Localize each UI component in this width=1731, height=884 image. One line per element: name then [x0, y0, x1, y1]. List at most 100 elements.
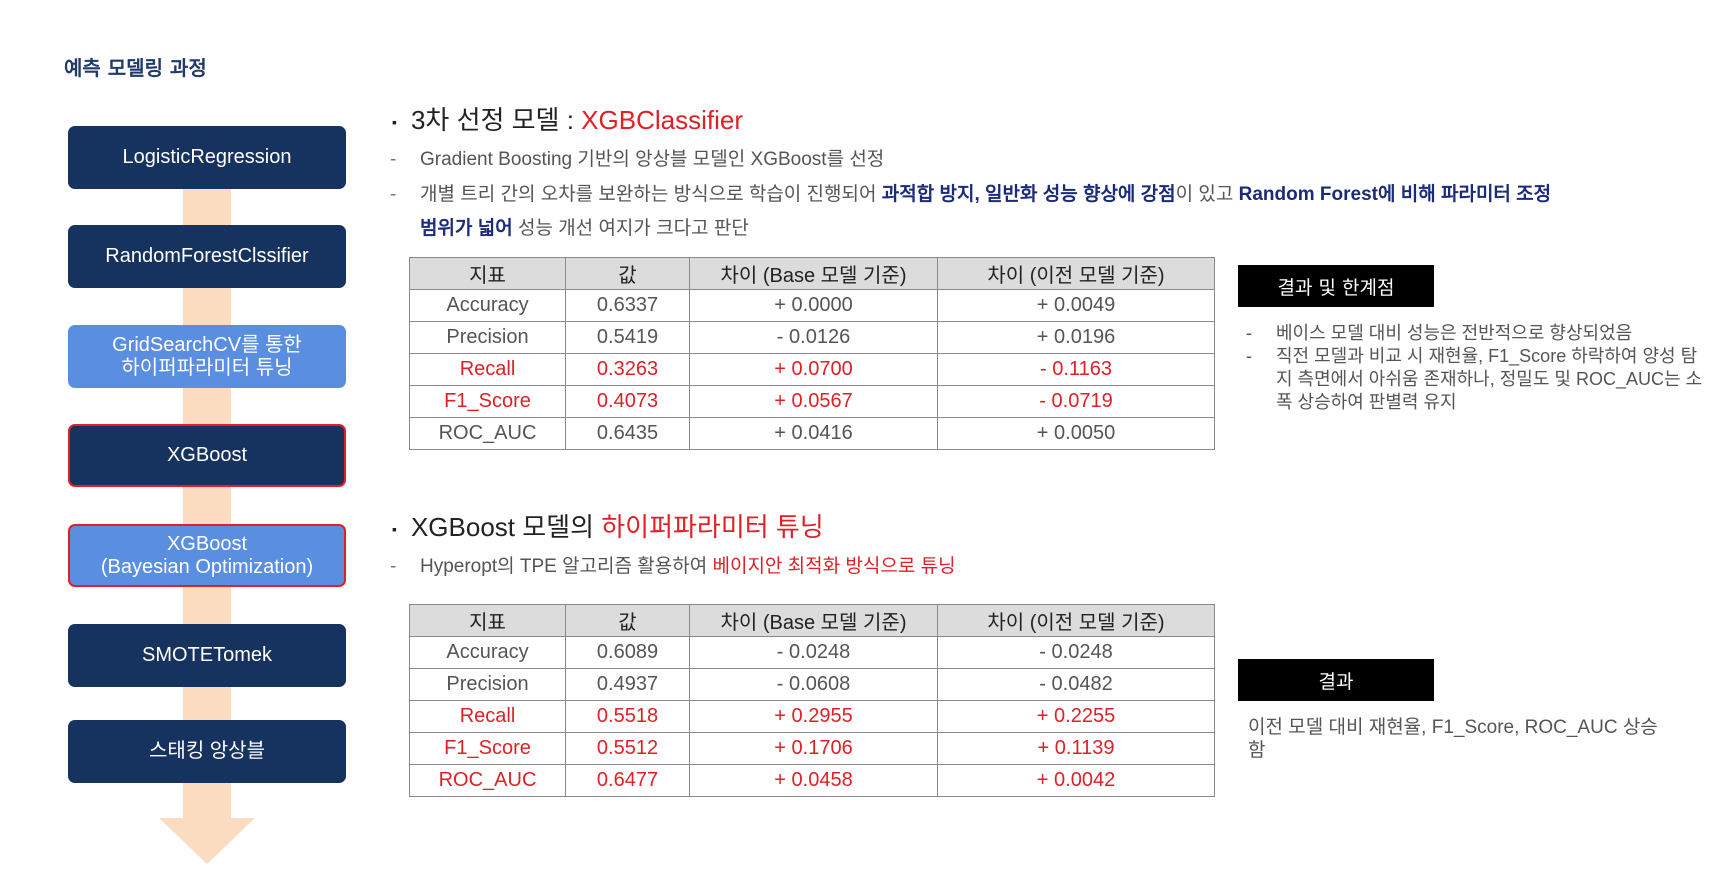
table-cell: + 0.0458: [689, 764, 938, 797]
step-stacking-ensemble: 스태킹 앙상블: [68, 720, 346, 783]
note-text: 베이스 모델 대비 성능은 전반적으로 향상되었음: [1276, 323, 1633, 343]
table-cell: + 0.2955: [689, 700, 938, 733]
table-header-row: 지표 값 차이 (Base 모델 기준) 차이 (이전 모델 기준): [409, 604, 1215, 637]
step-xgboost: XGBoost: [68, 424, 346, 487]
table-cell: F1_Score: [409, 385, 566, 418]
table-cell: + 0.0416: [689, 417, 938, 450]
step-xgboost-bayesian: XGBoost (Bayesian Optimization): [68, 524, 346, 587]
section2-desc1: - Hyperopt의 TPE 알고리즘 활용하여 베이지안 최적화 방식으로 튜…: [390, 551, 956, 578]
table-cell: 0.4073: [565, 385, 690, 418]
section1-desc1: - Gradient Boosting 기반의 앙상블 모델인 XGBoost를 …: [390, 144, 884, 171]
table-header: 차이 (Base 모델 기준): [689, 604, 938, 637]
list-item: - 베이스 모델 대비 성능은 전반적으로 향상되었음: [1246, 322, 1706, 345]
table-row-highlight: Recall 0.3263 + 0.0700 - 0.1163: [409, 353, 1215, 386]
table-header-row: 지표 값 차이 (Base 모델 기준) 차이 (이전 모델 기준): [409, 257, 1215, 290]
section1-metrics-table: 지표 값 차이 (Base 모델 기준) 차이 (이전 모델 기준) Accur…: [409, 257, 1215, 450]
table-header: 지표: [409, 604, 566, 637]
table-cell: F1_Score: [409, 732, 566, 765]
section2-title-prefix: XGBoost 모델의: [410, 512, 602, 542]
table-cell: Recall: [409, 353, 566, 386]
table-row-highlight: Recall 0.5518 + 0.2955 + 0.2255: [409, 700, 1215, 733]
table-cell: - 0.0719: [937, 385, 1215, 418]
table-cell: ROC_AUC: [409, 764, 566, 797]
table-row-highlight: ROC_AUC 0.6477 + 0.0458 + 0.0042: [409, 764, 1215, 797]
section1-title: ▪ 3차 선정 모델 : XGBClassifier: [392, 100, 743, 137]
dash: -: [390, 149, 397, 170]
table-cell: 0.6477: [565, 764, 690, 797]
step-label: XGBoost (Bayesian Optimization): [100, 532, 314, 578]
table-header: 차이 (이전 모델 기준): [937, 257, 1215, 290]
step-label: SMOTETomek: [141, 644, 273, 666]
table-row-highlight: F1_Score 0.4073 + 0.0567 - 0.0719: [409, 385, 1215, 418]
desc-text: Hyperopt의 TPE 알고리즘 활용하여: [420, 556, 713, 577]
table-cell: - 0.1163: [937, 353, 1215, 386]
desc-emphasis: Random Forest에 비해 파라미터 조정: [1238, 184, 1552, 205]
step-label: GridSearchCV를 통한 하이퍼파라미터 튜닝: [112, 333, 302, 379]
section1-desc2: - 개별 트리 간의 오차를 보완하는 방식으로 학습이 진행되어 과적합 방지,…: [390, 179, 1551, 206]
table-row: Precision 0.4937 - 0.0608 - 0.0482: [409, 668, 1215, 701]
table-cell: Precision: [409, 668, 566, 701]
section2-title-highlight: 하이퍼파라미터 튜닝: [601, 512, 824, 542]
table-header: 값: [565, 604, 690, 637]
bullet-icon: ▪: [392, 521, 397, 538]
table-cell: 0.5512: [565, 732, 690, 765]
table-cell: ROC_AUC: [409, 417, 566, 450]
step-smotetomek: SMOTETomek: [68, 624, 346, 687]
section1-result-label: 결과 및 한계점: [1238, 265, 1434, 307]
table-cell: 0.5419: [565, 321, 690, 354]
dash: -: [1246, 346, 1252, 366]
table-row: Accuracy 0.6337 + 0.0000 + 0.0049: [409, 289, 1215, 322]
table-cell: + 0.0050: [937, 417, 1215, 450]
table-cell: 0.6089: [565, 636, 690, 669]
table-cell: 0.6337: [565, 289, 690, 322]
table-cell: Accuracy: [409, 636, 566, 669]
step-gridsearchcv: GridSearchCV를 통한 하이퍼파라미터 튜닝: [68, 325, 346, 388]
table-cell: 0.3263: [565, 353, 690, 386]
table-cell: 0.4937: [565, 668, 690, 701]
desc-emphasis: 과적합 방지, 일반화 성능 향상에 강점: [881, 184, 1176, 205]
desc-emphasis: 베이지안 최적화 방식으로 튜닝: [712, 556, 956, 577]
table-cell: - 0.0482: [937, 668, 1215, 701]
table-cell: + 0.0000: [689, 289, 938, 322]
table-header: 지표: [409, 257, 566, 290]
table-cell: Accuracy: [409, 289, 566, 322]
table-header: 값: [565, 257, 690, 290]
table-cell: + 0.2255: [937, 700, 1215, 733]
table-cell: 0.5518: [565, 700, 690, 733]
section2-result-label: 결과: [1238, 659, 1434, 701]
dash: -: [390, 556, 397, 577]
table-row: Accuracy 0.6089 - 0.0248 - 0.0248: [409, 636, 1215, 669]
table-cell: - 0.0126: [689, 321, 938, 354]
page-title: 예측 모델링 과정: [64, 56, 207, 80]
section1-notes: - 베이스 모델 대비 성능은 전반적으로 향상되었음 - 직전 모델과 비교 시 …: [1246, 322, 1706, 414]
table-cell: Precision: [409, 321, 566, 354]
table-cell: + 0.0196: [937, 321, 1215, 354]
section2-note: 이전 모델 대비 재현율, F1_Score, ROC_AUC 상승함: [1248, 717, 1658, 761]
table-row: ROC_AUC 0.6435 + 0.0416 + 0.0050: [409, 417, 1215, 450]
list-item: - 직전 모델과 비교 시 재현율, F1_Score 하락하여 양성 탐지 측면…: [1246, 345, 1706, 414]
note-text: 직전 모델과 비교 시 재현율, F1_Score 하락하여 양성 탐지 측면에…: [1276, 346, 1703, 412]
step-label: 스태킹 앙상블: [149, 740, 265, 762]
dash: -: [1246, 323, 1252, 343]
desc-text: Gradient Boosting 기반의 앙상블 모델인 XGBoost를 선…: [420, 149, 885, 170]
table-cell: - 0.0608: [689, 668, 938, 701]
section2-title: ▪ XGBoost 모델의 하이퍼파라미터 튜닝: [392, 507, 824, 544]
table-cell: + 0.1139: [937, 732, 1215, 765]
table-row-highlight: F1_Score 0.5512 + 0.1706 + 0.1139: [409, 732, 1215, 765]
table-header: 차이 (이전 모델 기준): [937, 604, 1215, 637]
table-cell: + 0.1706: [689, 732, 938, 765]
table-header: 차이 (Base 모델 기준): [689, 257, 938, 290]
table-row: Precision 0.5419 - 0.0126 + 0.0196: [409, 321, 1215, 354]
step-random-forest: RandomForestClssifier: [68, 225, 346, 288]
table-cell: - 0.0248: [937, 636, 1215, 669]
section1-desc3: 범위가 넓어 성능 개선 여지가 크다고 판단: [390, 213, 749, 240]
step-label: XGBoost: [166, 444, 248, 466]
table-cell: 0.6435: [565, 417, 690, 450]
bullet-icon: ▪: [392, 114, 397, 131]
table-cell: + 0.0700: [689, 353, 938, 386]
table-cell: + 0.0567: [689, 385, 938, 418]
flow-arrow-head: [159, 818, 255, 864]
table-cell: + 0.0042: [937, 764, 1215, 797]
desc-text: 성능 개선 여지가 크다고 판단: [512, 218, 749, 239]
table-cell: Recall: [409, 700, 566, 733]
